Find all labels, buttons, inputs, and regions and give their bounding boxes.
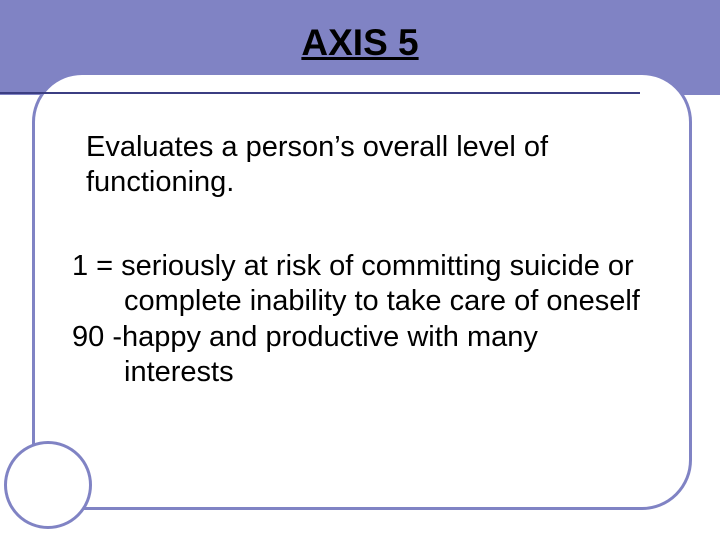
accent-circle: [4, 441, 92, 529]
scale-block: 1 = seriously at risk of committing suic…: [72, 249, 652, 391]
intro-text: Evaluates a person’s overall level of fu…: [72, 130, 652, 201]
scale-item-2: 90 -happy and productive with many inter…: [72, 320, 652, 391]
slide-body: Evaluates a person’s overall level of fu…: [72, 130, 652, 390]
slide: AXIS 5 Evaluates a person’s overall leve…: [0, 0, 720, 540]
scale-item-1: 1 = seriously at risk of committing suic…: [72, 249, 652, 320]
header-underline: [0, 92, 640, 94]
slide-title: AXIS 5: [0, 22, 720, 64]
